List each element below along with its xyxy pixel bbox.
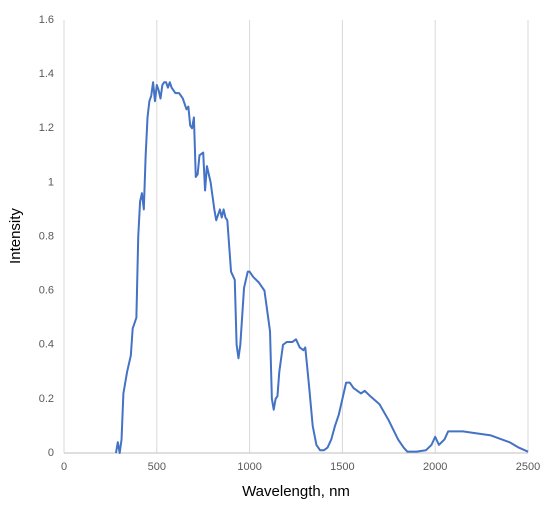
y-tick-label: 1.6 <box>39 14 54 26</box>
y-tick-label: 1.4 <box>39 68 54 80</box>
y-tick-label: 0.6 <box>39 285 54 297</box>
y-tick-label: 0.2 <box>39 393 54 405</box>
y-tick-label: 1 <box>48 176 54 188</box>
x-tick-label: 2000 <box>423 461 447 473</box>
y-tick-label: 0.8 <box>39 230 54 242</box>
x-tick-label: 0 <box>61 461 67 473</box>
x-tick-label: 2500 <box>516 461 540 473</box>
y-tick-label: 0.4 <box>39 339 54 351</box>
y-tick-label: 1.2 <box>39 122 54 134</box>
x-tick-label: 1500 <box>330 461 354 473</box>
y-axis-title: Intensity <box>7 208 24 264</box>
y-tick-label: 0 <box>48 447 54 459</box>
x-axis-title: Wavelength, nm <box>242 483 350 500</box>
data-line <box>114 81 529 454</box>
x-tick-label: 500 <box>148 461 166 473</box>
x-tick-label: 1000 <box>237 461 261 473</box>
